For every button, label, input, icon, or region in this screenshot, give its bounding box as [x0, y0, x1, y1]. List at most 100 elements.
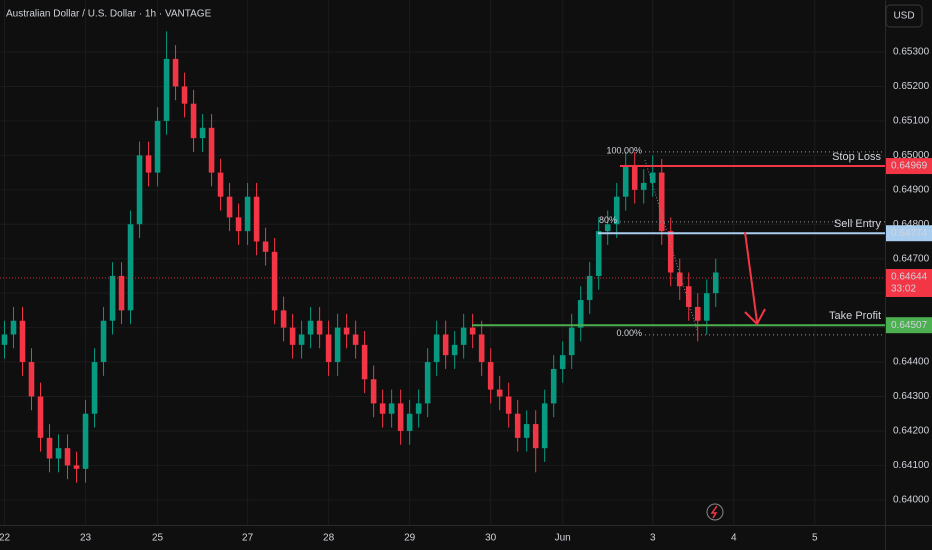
candle-body	[433, 334, 440, 363]
fib-label: 80%	[599, 215, 617, 225]
candle-body	[532, 424, 539, 449]
level-price-label: 0.64507	[891, 320, 928, 331]
lightning-icon[interactable]	[706, 503, 724, 521]
candle-body	[199, 127, 206, 139]
arrow-shaft	[744, 231, 758, 323]
y-tick-label: 0.64100	[893, 460, 930, 471]
candle-body	[271, 251, 278, 311]
level-price-label: 0.64774	[891, 228, 928, 239]
fib-label: 0.00%	[616, 328, 642, 338]
candle-body	[136, 155, 143, 225]
candle-body	[595, 231, 602, 276]
candle-body	[163, 58, 170, 121]
candle-body	[307, 320, 314, 335]
candle-body	[568, 327, 575, 356]
candle-body	[280, 310, 287, 328]
x-tick-label: 22	[0, 533, 11, 544]
candle-body	[19, 320, 26, 363]
candle-body	[469, 327, 476, 335]
candle-body	[676, 272, 683, 287]
candle-body	[541, 403, 548, 449]
candle-body	[604, 224, 611, 232]
countdown-label: 33:02	[891, 284, 916, 295]
level-badge	[886, 317, 932, 334]
y-tick-label: 0.65100	[893, 116, 930, 127]
candle-body	[73, 465, 80, 469]
candle-body	[694, 306, 701, 321]
candle-body	[388, 403, 395, 414]
x-tick-label: 3	[650, 533, 656, 544]
fib-label: 100.00%	[606, 145, 642, 155]
overlays: 100.00% 80% 0.00% Stop Loss Sell Entry Take P…	[0, 145, 885, 338]
candle-body	[82, 413, 89, 469]
candle-body	[685, 286, 692, 307]
candle-body	[550, 368, 557, 404]
candle-body	[217, 172, 224, 197]
candle-body	[586, 275, 593, 301]
candle-body	[28, 362, 35, 397]
y-tick-label: 0.64000	[893, 494, 930, 505]
candle-body	[577, 300, 584, 328]
current-price-badge	[886, 269, 932, 298]
x-tick-label: 25	[152, 533, 164, 544]
candle-body	[325, 334, 332, 363]
candle-body	[487, 362, 494, 390]
arrow-head	[744, 308, 766, 326]
candle-body	[244, 196, 251, 232]
y-tick-label: 0.65000	[893, 150, 930, 161]
candle-body	[46, 437, 53, 459]
candle-body	[1, 334, 8, 345]
candle-body	[208, 127, 215, 173]
y-tick-label: 0.64400	[893, 357, 930, 368]
candle-body	[415, 403, 422, 414]
candle-body	[352, 334, 359, 345]
level-label: Take Profit	[829, 310, 881, 322]
candle-body	[127, 224, 134, 311]
candle-body	[712, 272, 719, 294]
x-tick-label: 28	[323, 533, 335, 544]
candle-body	[343, 327, 350, 335]
candle-body	[667, 231, 674, 273]
candle-body	[379, 403, 386, 414]
candle-body	[235, 217, 242, 232]
x-tick-label: 29	[404, 533, 416, 544]
candle-body	[451, 344, 458, 356]
currency-label[interactable]: USD	[893, 11, 914, 22]
candle-body	[10, 320, 17, 335]
candle-body	[118, 275, 125, 311]
y-tick-label: 0.64700	[893, 253, 930, 264]
current-price-label: 0.64644	[891, 272, 928, 283]
y-tick-label: 0.64300	[893, 391, 930, 402]
candle-body	[442, 334, 449, 356]
x-tick-label: 23	[80, 533, 92, 544]
y-tick-label: 0.65300	[893, 47, 930, 58]
candle-body	[424, 362, 431, 404]
level-badge	[886, 158, 932, 175]
x-tick-label: 4	[731, 533, 737, 544]
level-label: Stop Loss	[832, 151, 881, 163]
candle-body	[406, 413, 413, 431]
x-tick-label: 5	[812, 533, 818, 544]
candle-body	[100, 320, 107, 363]
candle-body	[172, 58, 179, 87]
candle-body	[478, 334, 485, 363]
currency-button[interactable]	[885, 4, 923, 28]
chart-title: Australian Dollar / U.S. Dollar · 1h · V…	[6, 9, 212, 20]
lightning-bolt	[710, 505, 718, 519]
candle-body	[703, 293, 710, 321]
candle-body	[622, 165, 629, 197]
candle-body	[559, 355, 566, 369]
candle-body	[370, 379, 377, 404]
candle-body	[316, 320, 323, 335]
y-tick-label: 0.64200	[893, 426, 930, 437]
y-tick-label: 0.64900	[893, 184, 930, 195]
candle-body	[145, 155, 152, 173]
candle-body	[523, 424, 530, 438]
y-tick-label: 0.64800	[893, 219, 930, 230]
x-tick-label: 30	[485, 533, 497, 544]
candle-body	[91, 362, 98, 414]
candle-body	[640, 182, 647, 190]
